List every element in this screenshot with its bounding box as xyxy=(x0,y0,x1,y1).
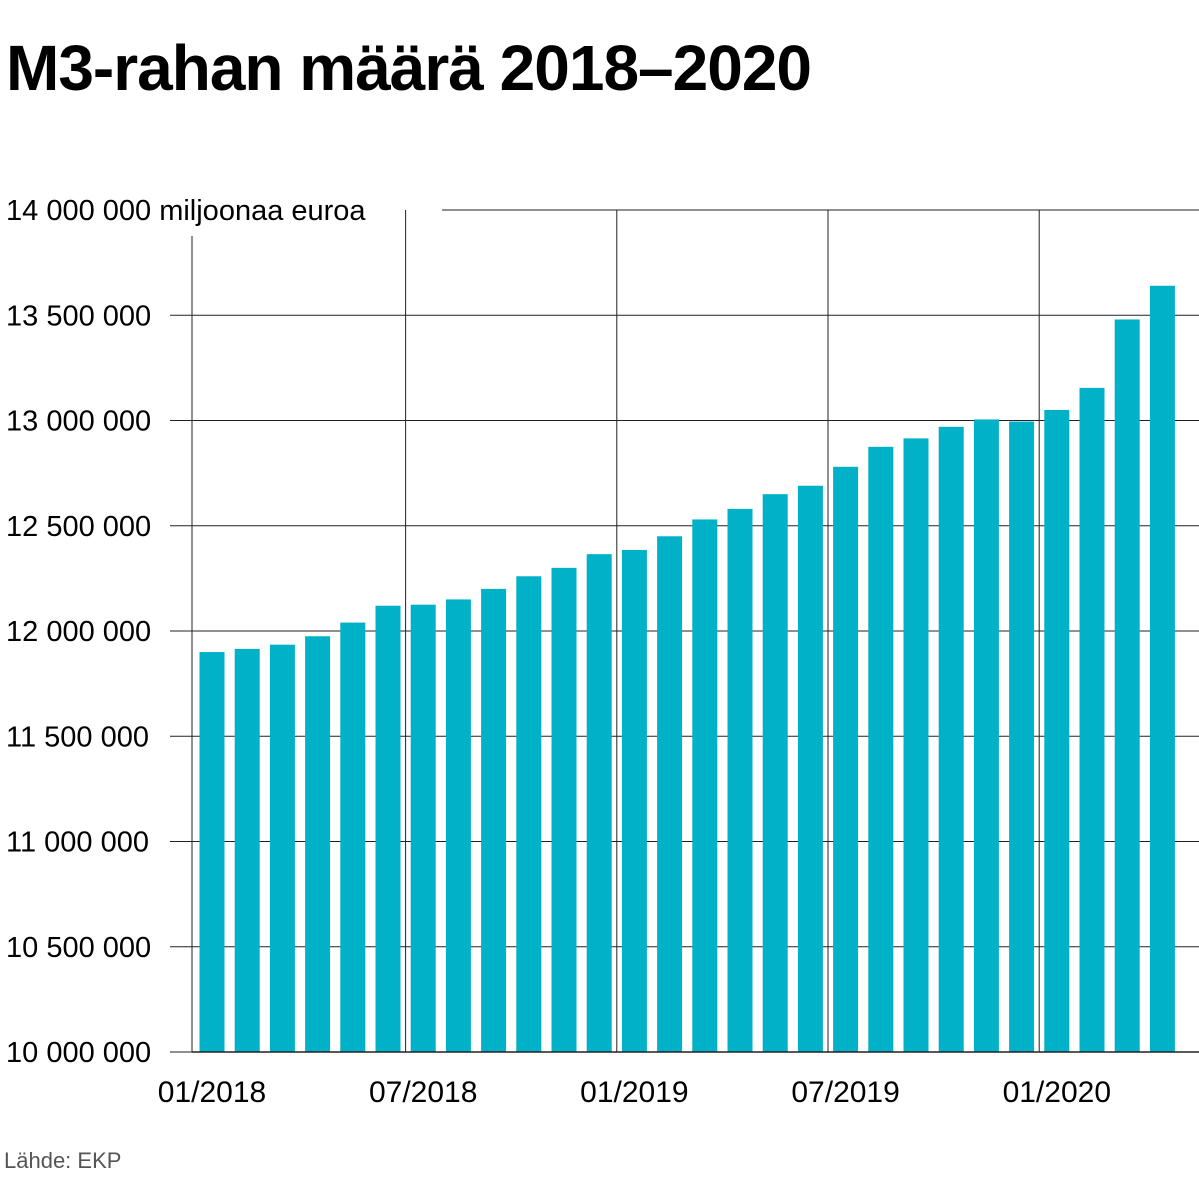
bar xyxy=(445,599,471,1052)
bar-chart: 10 000 000 10 500 000 11 000 000 11 500 000… xyxy=(6,195,1199,1109)
bar xyxy=(762,494,788,1052)
bar xyxy=(1114,319,1140,1053)
bar xyxy=(1044,409,1070,1053)
bar xyxy=(973,419,999,1052)
y-tick-label: 13 000 000 xyxy=(6,406,151,438)
x-tick-label: 01/2019 xyxy=(580,1076,688,1109)
y-tick-label: 13 500 000 xyxy=(6,300,151,332)
source-note: Lähde: EKP xyxy=(4,1148,122,1173)
bar xyxy=(797,485,823,1052)
bar xyxy=(727,508,753,1052)
bar xyxy=(234,648,260,1052)
bar xyxy=(938,426,964,1052)
bar xyxy=(269,644,295,1052)
bar xyxy=(1009,421,1035,1052)
bar xyxy=(375,605,401,1052)
x-tick-label: 07/2018 xyxy=(369,1076,477,1109)
y-tick-label: 10 500 000 xyxy=(6,932,151,964)
bar xyxy=(621,549,647,1052)
bar xyxy=(1149,285,1175,1052)
bar xyxy=(199,652,225,1052)
y-tick-label: 12 500 000 xyxy=(6,511,151,543)
bar xyxy=(586,554,612,1052)
bar xyxy=(903,438,929,1053)
x-tick-label: 07/2019 xyxy=(791,1076,899,1109)
bar xyxy=(692,519,718,1052)
x-tick-label: 01/2018 xyxy=(158,1076,266,1109)
bar xyxy=(657,536,683,1052)
bar xyxy=(516,576,542,1052)
y-tick-label: 11 000 000 xyxy=(6,827,149,859)
bar xyxy=(305,636,331,1052)
y-tick-label: 10 000 000 xyxy=(6,1037,151,1069)
y-tick-label: 11 500 000 xyxy=(6,721,149,753)
y-tick-label: 12 000 000 xyxy=(6,616,151,648)
bar xyxy=(551,567,577,1052)
bar xyxy=(833,466,859,1052)
x-tick-label: 01/2020 xyxy=(1003,1076,1111,1109)
bar xyxy=(410,604,436,1052)
bar xyxy=(340,622,366,1052)
y-tick-label: 14 000 000 miljoonaa euroa xyxy=(6,195,366,227)
bar xyxy=(1079,387,1105,1052)
bar xyxy=(481,588,507,1052)
bar xyxy=(868,446,894,1052)
chart-title: M3-rahan määrä 2018–2020 xyxy=(6,32,812,104)
